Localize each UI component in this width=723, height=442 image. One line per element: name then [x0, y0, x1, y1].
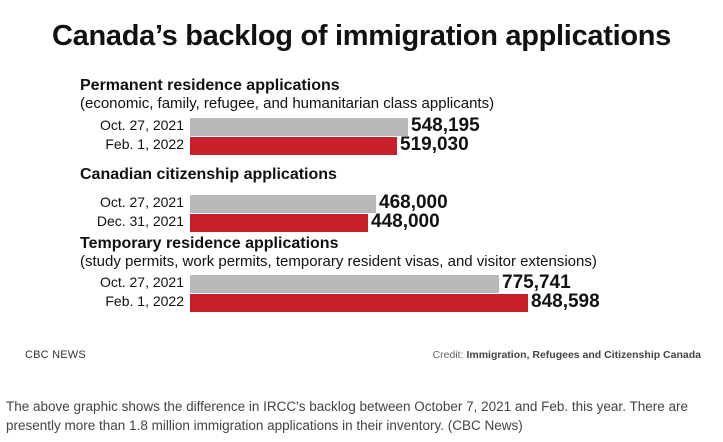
bar-value-label: 848,598: [531, 291, 600, 312]
bar-row-label: Oct. 27, 2021: [99, 194, 184, 210]
bar: [190, 294, 528, 312]
group-title-permanent-residence: Permanent residence applications: [80, 77, 340, 94]
bar-row-label: Oct. 27, 2021: [99, 117, 184, 133]
bar-value-label: 548,195: [411, 115, 480, 136]
credit-line: Credit: Immigration, Refugees and Citize…: [433, 349, 701, 361]
bar: [190, 195, 376, 213]
bar-row: Feb. 1, 2022 848,598: [0, 291, 723, 314]
source-label: CBC NEWS: [25, 349, 86, 361]
bar-row-label: Oct. 27, 2021: [99, 274, 184, 290]
bar-row: Oct. 27, 2021 548,195: [0, 115, 723, 138]
bar-value-label: 775,741: [502, 272, 571, 293]
bar-row-label: Dec. 31, 2021: [96, 213, 184, 229]
chart-card: Canada’s backlog of immigration applicat…: [0, 20, 723, 361]
group-subtitle-temporary-residence: (study permits, work permits, temporary …: [80, 253, 597, 270]
bar: [190, 118, 408, 136]
bar-row: Feb. 1, 2022 519,030: [0, 134, 723, 157]
bar: [190, 275, 499, 293]
chart-title: Canada’s backlog of immigration applicat…: [51, 20, 671, 52]
bar-row: Dec. 31, 2021 448,000: [0, 211, 723, 234]
bar-row-label: Feb. 1, 2022: [105, 293, 184, 309]
group-subtitle-permanent-residence: (economic, family, refugee, and humanita…: [80, 95, 495, 112]
credit-prefix: Credit:: [432, 349, 464, 361]
group-title-citizenship: Canadian citizenship applications: [80, 166, 337, 183]
credit-source: Immigration, Refugees and Citizenship Ca…: [466, 349, 701, 361]
bar-row: Oct. 27, 2021 468,000: [0, 192, 723, 215]
group-title-temporary-residence: Temporary residence applications: [80, 235, 339, 252]
bar: [190, 137, 397, 155]
bar-value-label: 448,000: [371, 211, 440, 232]
bar-row: Oct. 27, 2021 775,741: [0, 272, 723, 295]
image-caption: The above graphic shows the difference i…: [6, 399, 688, 433]
bar-value-label: 468,000: [379, 192, 448, 213]
bar: [190, 214, 368, 232]
bar-value-label: 519,030: [400, 134, 469, 155]
bar-row-label: Feb. 1, 2022: [105, 136, 184, 152]
